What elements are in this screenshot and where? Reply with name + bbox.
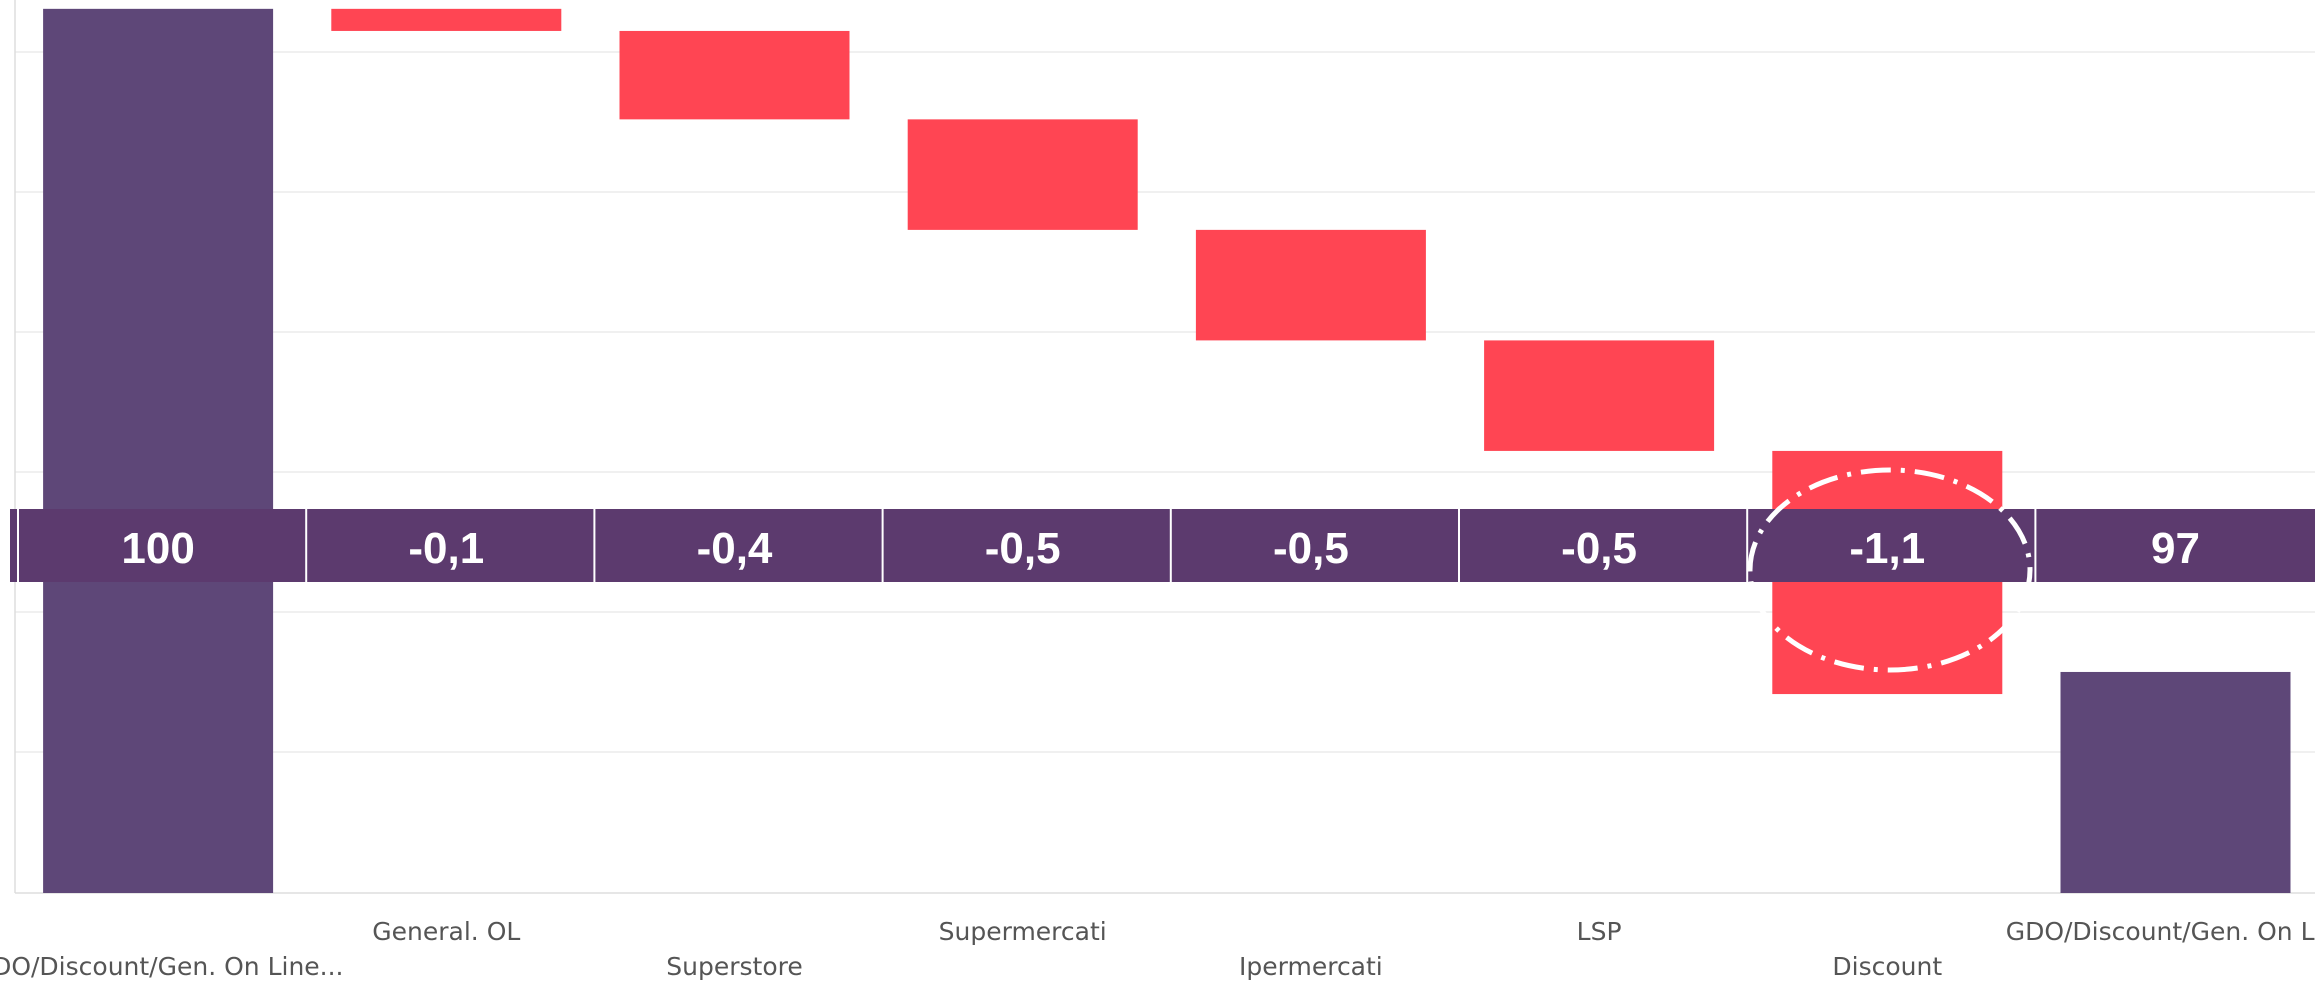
value-label: -0,5 xyxy=(1561,524,1637,573)
value-label: -0,5 xyxy=(985,524,1061,573)
bar xyxy=(1484,340,1715,451)
x-tick-label: Superstore xyxy=(666,952,802,981)
x-tick-label: LSP xyxy=(1577,917,1622,946)
x-tick-label: Ipermercati xyxy=(1239,952,1383,981)
highlight-ring xyxy=(1747,467,2033,673)
bar xyxy=(43,8,274,893)
x-tick-label: General. OL xyxy=(372,917,520,946)
grid xyxy=(15,51,2315,753)
x-tick-label: GDO/Discount/Gen. On Li... xyxy=(2006,917,2315,946)
x-tick-label: Discount xyxy=(1832,952,1942,981)
value-label: 100 xyxy=(121,524,194,573)
value-label: -1,1 xyxy=(1849,524,1925,573)
value-label: -0,4 xyxy=(697,524,773,573)
value-label: -0,1 xyxy=(408,524,484,573)
bar xyxy=(1195,229,1426,341)
bar xyxy=(2060,671,2291,893)
label-band xyxy=(10,509,2315,582)
value-label: 97 xyxy=(2151,524,2200,573)
value-label: -0,5 xyxy=(1273,524,1349,573)
bar xyxy=(331,8,562,31)
bar xyxy=(907,119,1138,230)
value-labels: 100 GDO/Discount/Gen. On Line... -0,1 Gener… xyxy=(0,509,2315,981)
bar xyxy=(619,30,850,120)
bars xyxy=(43,8,2291,893)
x-tick-label: GDO/Discount/Gen. On Line... xyxy=(0,952,344,981)
x-tick-label: Supermercati xyxy=(939,917,1107,946)
